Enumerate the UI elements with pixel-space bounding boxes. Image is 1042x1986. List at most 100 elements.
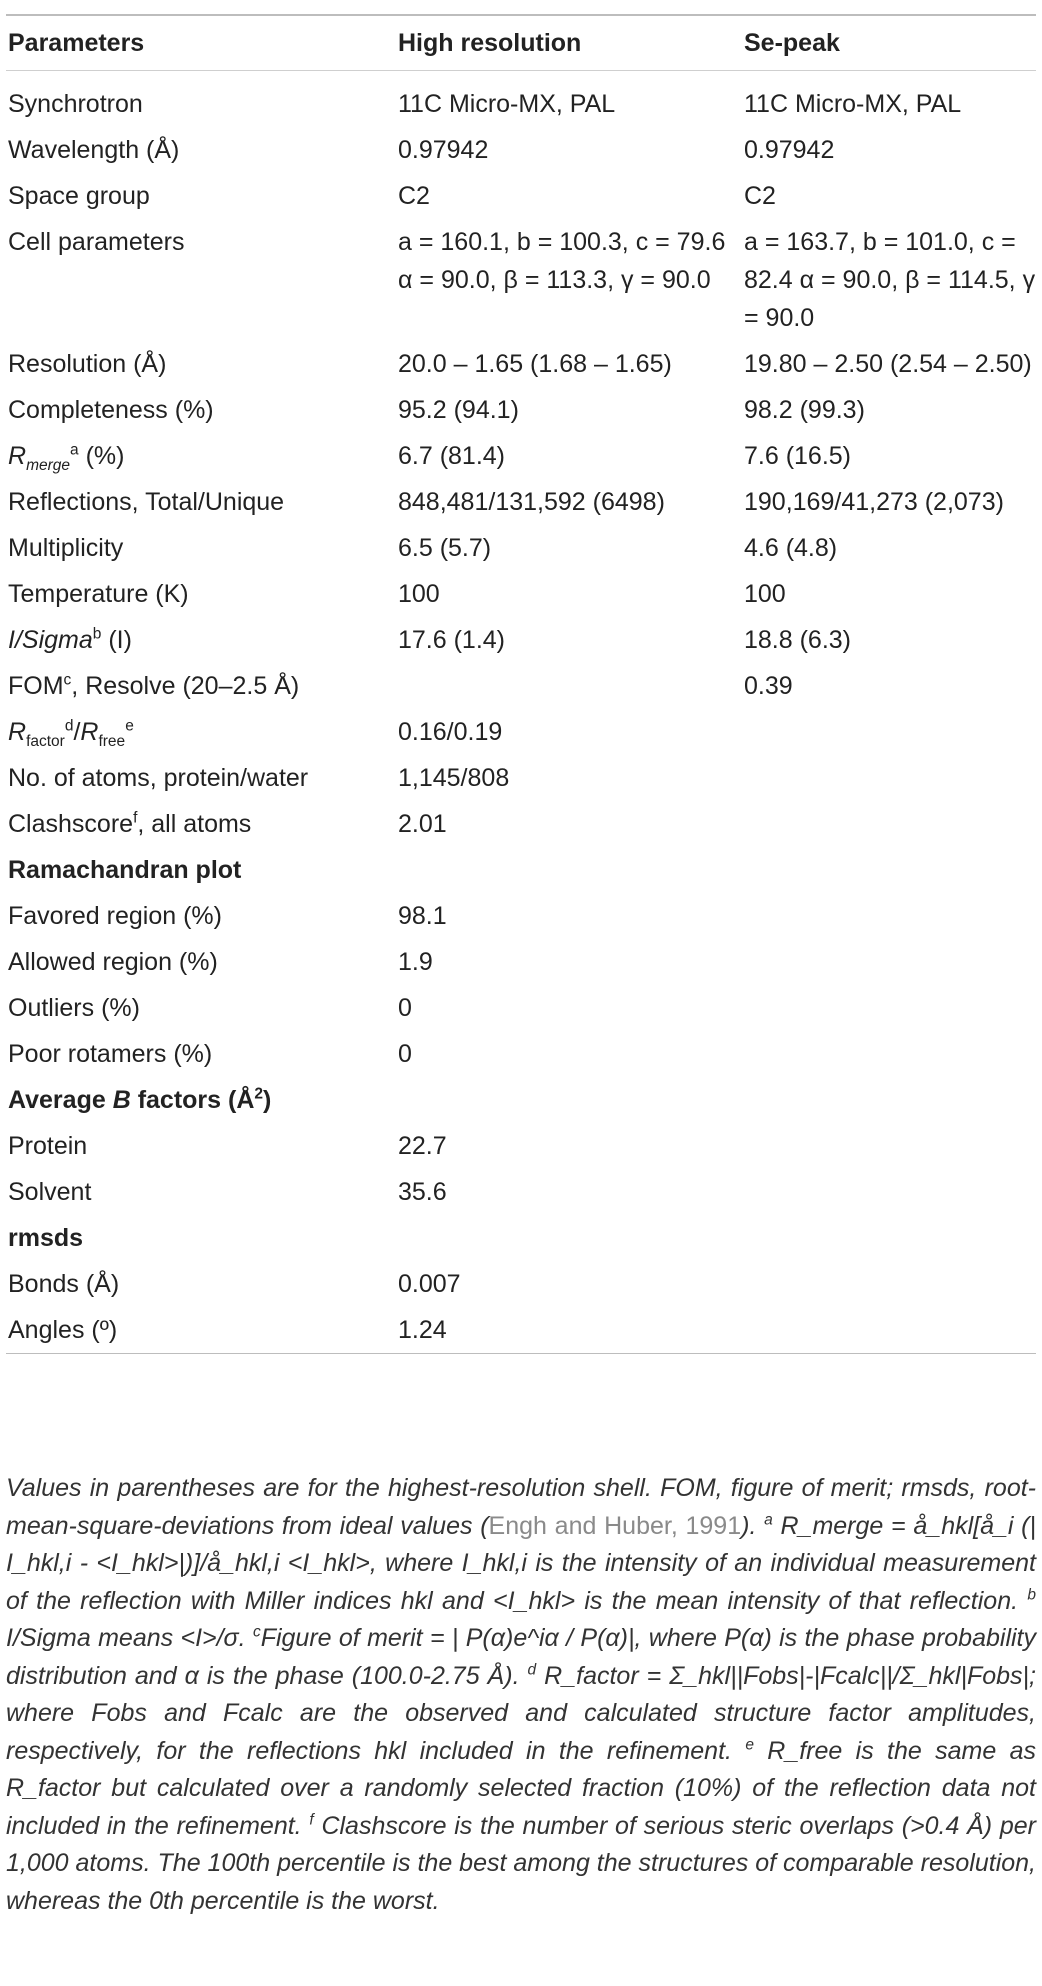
param-cell: Resolution (Å): [8, 350, 167, 378]
table-row: Outliers (%) 0: [6, 985, 1036, 1031]
high-cell: a = 160.1, b = 100.3, c = 79.6 α = 90.0,…: [398, 228, 726, 294]
se-cell: [742, 801, 1036, 847]
table-row: Synchrotron 11C Micro-MX, PAL 11C Micro-…: [6, 71, 1036, 128]
footnote-d: R_factor = Σ_hkl||Fobs|-|Fcalc||/Σ_hkl|F…: [6, 1661, 1036, 1765]
section-bfactors-title: Average B factors (Å2): [6, 1077, 1036, 1123]
table-row: Rfactord/Rfreee 0.16/0.19: [6, 709, 1036, 755]
se-cell: 0.97942: [744, 136, 835, 164]
bfactors-title-sup: 2: [254, 1085, 264, 1103]
footnote-intro-end: ).: [741, 1511, 765, 1540]
param-cell: Protein: [8, 1132, 88, 1160]
param-cell: FOMc, Resolve (20–2.5 Å): [6, 663, 396, 709]
param-cell: Multiplicity: [8, 534, 124, 562]
high-cell: 0.16/0.19: [398, 718, 503, 746]
high-cell: [396, 663, 742, 709]
high-cell: 0: [398, 1040, 412, 1068]
section-heading-row: rmsds: [6, 1215, 1036, 1261]
table-row: Protein 22.7: [6, 1123, 1036, 1169]
se-cell: [742, 1169, 1036, 1215]
se-cell: [742, 939, 1036, 985]
header-se-peak: Se-peak: [744, 29, 840, 57]
param-superscript: c: [63, 671, 72, 689]
se-cell: 4.6 (4.8): [744, 534, 838, 562]
se-cell: a = 163.7, b = 101.0, c = 82.4 α = 90.0,…: [744, 228, 1036, 332]
table-row: Wavelength (Å) 0.97942 0.97942: [6, 127, 1036, 173]
table-footnote: Values in parentheses are for the highes…: [6, 1474, 1037, 1915]
high-cell: 95.2 (94.1): [398, 396, 519, 424]
se-cell: [742, 985, 1036, 1031]
table-row: I/Sigmab (I) 17.6 (1.4) 18.8 (6.3): [6, 617, 1036, 663]
high-cell: 0.007: [398, 1270, 461, 1298]
param-cell: Cell parameters: [8, 228, 185, 256]
param-cell: No. of atoms, protein/water: [8, 764, 309, 792]
param-cell: Wavelength (Å): [8, 136, 180, 164]
high-cell: 2.01: [398, 810, 447, 838]
se-cell: 100: [744, 580, 786, 608]
param-superscript: f: [133, 809, 138, 827]
param-cell: Poor rotamers (%): [8, 1040, 213, 1068]
param-cell: Clashscoref, all atoms: [6, 801, 396, 847]
param-subscript: merge: [26, 457, 70, 474]
bfactors-title-end: ): [263, 1086, 272, 1114]
se-cell: 0.39: [744, 672, 793, 700]
table-row: Poor rotamers (%) 0: [6, 1031, 1036, 1077]
section-heading-row: Average B factors (Å2): [6, 1077, 1036, 1123]
high-cell: 35.6: [398, 1178, 447, 1206]
table-row: Completeness (%) 95.2 (94.1) 98.2 (99.3): [6, 387, 1036, 433]
footnote-intro: Values in parentheses are for the highes…: [6, 1474, 1036, 1540]
table-row: Resolution (Å) 20.0 – 1.65 (1.68 – 1.65)…: [6, 341, 1036, 387]
footnote-f: Clashscore is the number of serious ster…: [6, 1811, 1036, 1915]
table-row: Angles (º) 1.24: [6, 1307, 1036, 1354]
high-cell: 100: [398, 580, 440, 608]
param-cell: Space group: [8, 182, 150, 210]
param-cell: Angles (º): [8, 1316, 118, 1344]
header-row: Parameters High resolution Se-peak: [6, 15, 1036, 71]
param-cell: I/Sigmab (I): [6, 617, 396, 663]
footnote-a: R_merge = å_hkl[å_i (| I_hkl,i - <I_hkl>…: [6, 1511, 1037, 1615]
param-rest: , all atoms: [137, 810, 252, 838]
se-cell: 7.6 (16.5): [744, 442, 852, 470]
footnote-c: Figure of merit = | P(α)e^iα / P(α)|, wh…: [6, 1624, 1037, 1690]
high-cell: C2: [398, 182, 430, 210]
high-cell: 1,145/808: [398, 764, 510, 792]
table-row: FOMc, Resolve (20–2.5 Å) 0.39: [6, 663, 1036, 709]
footnote-e: R_free is the same as R_factor but calcu…: [6, 1736, 1036, 1840]
high-cell: 20.0 – 1.65 (1.68 – 1.65): [398, 350, 672, 378]
high-cell: 17.6 (1.4): [398, 626, 506, 654]
table-row: Multiplicity 6.5 (5.7) 4.6 (4.8): [6, 525, 1036, 571]
se-cell: 11C Micro-MX, PAL: [744, 90, 962, 118]
header-parameters: Parameters: [8, 29, 145, 57]
bfactors-title-post: factors (Å: [130, 1086, 255, 1114]
high-cell: 11C Micro-MX, PAL: [398, 90, 616, 118]
param-cell: Rfactord/Rfreee: [8, 717, 134, 750]
table-row: No. of atoms, protein/water 1,145/808: [6, 755, 1036, 801]
high-cell: 1.24: [398, 1316, 447, 1344]
header-high-resolution: High resolution: [398, 29, 582, 57]
param-cell: Solvent: [8, 1178, 92, 1206]
high-cell: 0.97942: [398, 136, 489, 164]
param-cell: Allowed region (%): [8, 948, 218, 976]
table-row: Rmergea (%) 6.7 (81.4) 7.6 (16.5): [6, 433, 1036, 479]
se-cell: 98.2 (99.3): [744, 396, 865, 424]
param-cell: Completeness (%): [8, 396, 214, 424]
se-cell: [742, 1261, 1036, 1307]
param-cell: Rmergea (%): [6, 433, 396, 479]
table-row: Temperature (K) 100 100: [6, 571, 1036, 617]
bfactors-title-pre: Average: [8, 1086, 113, 1114]
se-cell: C2: [744, 182, 776, 210]
high-cell: 6.7 (81.4): [398, 442, 506, 470]
table-row: Solvent 35.6: [6, 1169, 1036, 1215]
table-row: Clashscoref, all atoms 2.01: [6, 801, 1036, 847]
param-rest: (%): [78, 442, 125, 470]
se-cell: [742, 709, 1036, 755]
section-ramachandran-title: Ramachandran plot: [8, 856, 242, 884]
high-cell: 22.7: [398, 1132, 447, 1160]
se-cell: [742, 1307, 1036, 1354]
footnote-b: I/Sigma means <I>/σ.: [6, 1624, 246, 1652]
table-row: Space group C2 C2: [6, 173, 1036, 219]
param-base: R: [8, 442, 27, 470]
param-rest: , Resolve (20–2.5 Å): [71, 672, 300, 700]
param-cell: Temperature (K): [8, 580, 189, 608]
reference-link[interactable]: Engh and Huber, 1991: [488, 1511, 742, 1540]
